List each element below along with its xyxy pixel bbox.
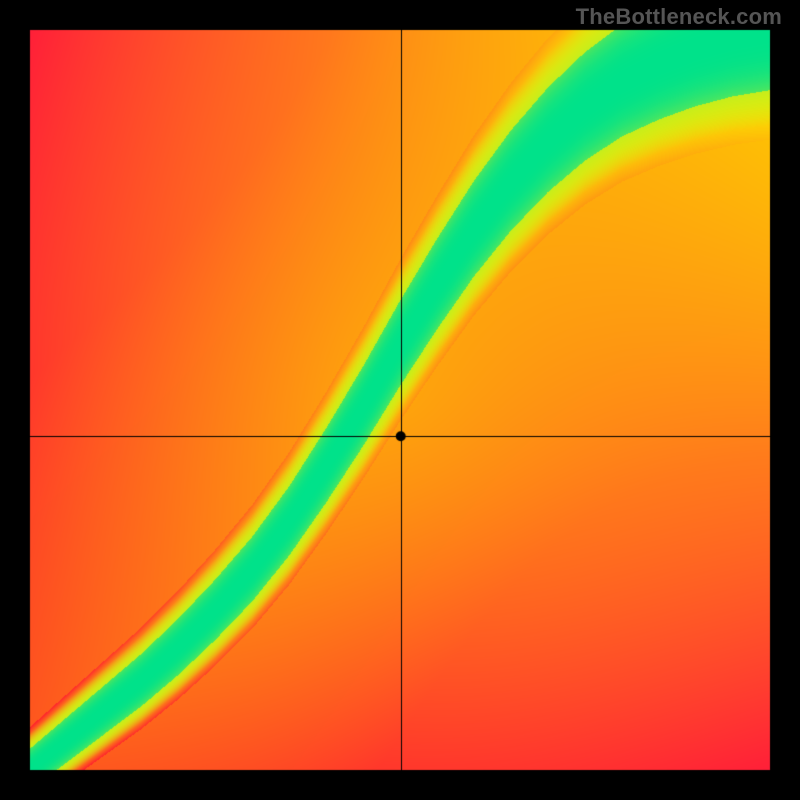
watermark-text: TheBottleneck.com xyxy=(576,4,782,30)
bottleneck-heatmap xyxy=(0,0,800,800)
chart-container: TheBottleneck.com xyxy=(0,0,800,800)
